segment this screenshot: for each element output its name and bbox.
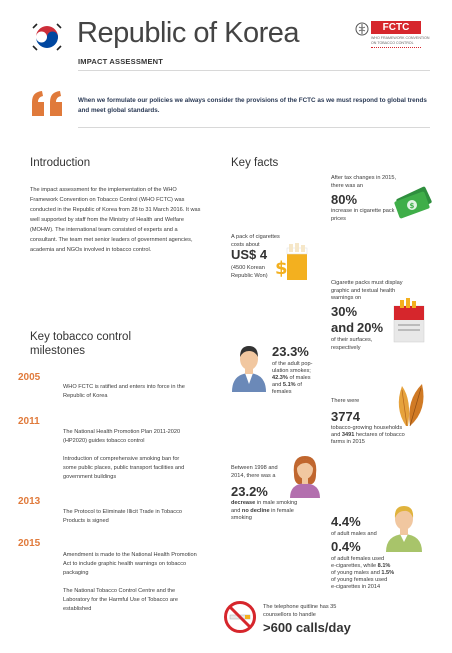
smokers-males: 42.3% of males [272, 375, 311, 383]
ecig-line5: e-cigarettes in 2014 [331, 584, 381, 590]
milestone-year: 2005 [18, 372, 41, 383]
tax-fact-pre: After tax changes in 2015, there was an [331, 175, 396, 189]
header-divider [78, 70, 430, 71]
introduction-heading: Introduction [30, 157, 91, 169]
milestone-text: The National Tobacco Control Centre and … [63, 588, 178, 612]
quitline-value: >600 calls/day [263, 620, 351, 635]
svg-text:$: $ [275, 258, 288, 279]
tax-fact-post: increase in cigarette pack prices [331, 208, 395, 222]
milestone-year: 2015 [18, 538, 41, 549]
milestone-text: Amendment is made to the National Health… [63, 552, 197, 576]
smokers-value: 23.3% [272, 344, 309, 359]
decrease-detail: decrease in male smoking and no decline … [231, 500, 306, 523]
fctc-subtext-2: ON TOBACCO CONTROL [371, 41, 414, 45]
smokers-males-value: 42.3% [272, 375, 288, 381]
farms-hectares-text: hectares of tobacco [355, 432, 405, 438]
farms-value: 3774 [331, 409, 360, 424]
fctc-logo: FCTC [371, 21, 421, 34]
ecig-line2: e-cigarettes, while 8.1% [331, 563, 390, 571]
milestone-year: 2011 [18, 416, 40, 427]
smokers-males-text: of males [289, 375, 311, 381]
smokers-line2: ulation smokes; [272, 368, 311, 374]
fctc-dots [371, 47, 421, 49]
no-decline-word: no decline [241, 507, 270, 514]
milestone-text: The National Health Promotion Plan 2011-… [63, 429, 181, 444]
farms-pre: There were [331, 398, 360, 404]
page-subtitle: IMPACT ASSESSMENT [78, 57, 164, 66]
smokers-females-value: 5.1% [282, 382, 296, 388]
decrease-value: 23.2% [231, 484, 268, 499]
korea-flag-icon [32, 22, 62, 52]
farms-line2: and 3491 hectares of tobacco [331, 432, 405, 440]
farms-line3: farms in 2015 [331, 439, 365, 445]
pack-fact-post: (4500 Korean Republic Won) [231, 265, 268, 279]
introduction-body: The impact assessment for the implementa… [30, 187, 201, 253]
svg-text:$: $ [410, 202, 415, 210]
quote-text: When we formulate our policies we always… [78, 97, 427, 114]
ecig-line3-text: of young males and [331, 570, 380, 576]
milestones-heading-line2: milestones [30, 345, 85, 357]
cigarette-pack-dollar-icon: $ [275, 242, 311, 282]
fctc-subtext-1: WHO FRAMEWORK CONVENTION [371, 36, 430, 40]
milestone-text: The Protocol to Eliminate Illicit Trade … [63, 509, 182, 524]
farms-and: and [331, 432, 341, 438]
smokers-females: and 5.1% of [272, 382, 302, 390]
ecig-mid: of adult males and [331, 531, 377, 537]
quote-divider [78, 127, 430, 128]
warnings-fact-post: of their surfaces, respectively [331, 337, 373, 351]
milestone-year: 2013 [18, 496, 41, 507]
quote-mark-icon [30, 90, 66, 116]
key-facts-heading: Key facts [231, 157, 279, 169]
no-smoking-icon [223, 600, 257, 634]
ecig-young-females: 1.5% [381, 570, 395, 576]
page-title: Republic of Korea [77, 17, 300, 49]
warnings-value-2: 20% [357, 320, 384, 335]
tobacco-leaf-icon [392, 378, 432, 428]
warnings-value-1: 30% [331, 304, 358, 319]
decrease-mid: in male smoking and [231, 500, 298, 514]
milestone-text: WHO FCTC is ratified and enters into for… [63, 384, 185, 399]
quitline-pre: The telephone quitline has 35 counsellor… [263, 604, 337, 618]
young-man-avatar-icon [384, 502, 424, 552]
ecig-value-1: 4.4% [331, 514, 361, 529]
farms-line1: tobacco-growing households [331, 425, 403, 431]
warnings-fact-pre: Cigarette packs must display graphic and… [331, 280, 403, 302]
ecig-young-males: 8.1% [377, 563, 391, 569]
ecig-line2-text: e-cigarettes, while [331, 563, 377, 569]
tax-fact-value: 80% [331, 192, 358, 207]
ecig-line4: of young females used [331, 577, 388, 583]
farms-hectares-value: 3491 [341, 432, 355, 438]
smokers-females-line: females [272, 389, 292, 395]
ecig-line3: of young males and 1.5% [331, 570, 394, 578]
smokers-and: and [272, 382, 282, 388]
man-avatar-icon [230, 342, 268, 392]
ecig-value-2: 0.4% [331, 539, 361, 554]
who-emblem-icon [355, 22, 369, 36]
ecig-line1: of adult females used [331, 556, 385, 562]
milestones-heading-line1: Key tobacco control [30, 331, 132, 343]
smokers-line1: of the adult pop- [272, 361, 313, 367]
warnings-and: and [331, 320, 355, 335]
decrease-word: decrease [231, 500, 256, 506]
money-icon: $ [392, 184, 436, 220]
warning-pack-icon [392, 298, 426, 344]
woman-avatar-icon [288, 452, 322, 498]
milestone-text: Introduction of comprehensive smoking ba… [63, 456, 185, 480]
pack-fact-value: US$ 4 [231, 247, 268, 262]
decrease-post: in female smoking [231, 507, 294, 522]
smokers-females-text: of [297, 382, 302, 388]
decrease-pre: Between 1998 and 2014, there was a [231, 465, 278, 479]
pack-fact-pre: A pack of cigarettes costs about [231, 234, 280, 248]
